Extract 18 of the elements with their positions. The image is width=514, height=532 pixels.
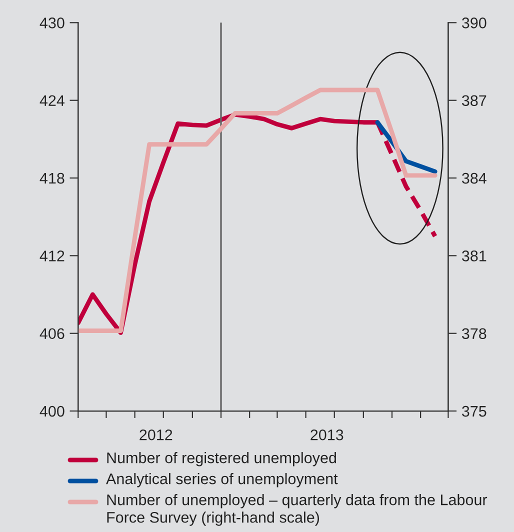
y2-tick-label: 390 bbox=[462, 18, 486, 28]
legend-label: Number of unemployed – quarterly data from the Labour Force Survey (right-hand scale) bbox=[107, 494, 488, 526]
y-tick-label: 412 bbox=[40, 250, 64, 262]
y2-tick-label: 384 bbox=[462, 172, 486, 184]
y2-tick-label: 387 bbox=[462, 95, 486, 106]
y-tick-label: 430 bbox=[40, 18, 64, 28]
y2-tick-label: 378 bbox=[462, 328, 486, 340]
legend-label: Number of registered unemployed bbox=[107, 452, 336, 466]
y-tick-label: 424 bbox=[40, 95, 64, 106]
legend-label: Analytical series of unemployment bbox=[106, 473, 338, 488]
y2-tick-label: 375 bbox=[462, 406, 486, 417]
line-series bbox=[78, 88, 438, 333]
y-tick-label: 418 bbox=[40, 172, 64, 184]
x-tick-label: 2012 bbox=[140, 429, 172, 440]
x-tick-label: 2013 bbox=[310, 429, 344, 440]
y-tick-label: 406 bbox=[40, 328, 64, 340]
y2-tick-label: 381 bbox=[462, 250, 486, 262]
y-tick-label: 400 bbox=[40, 406, 64, 417]
